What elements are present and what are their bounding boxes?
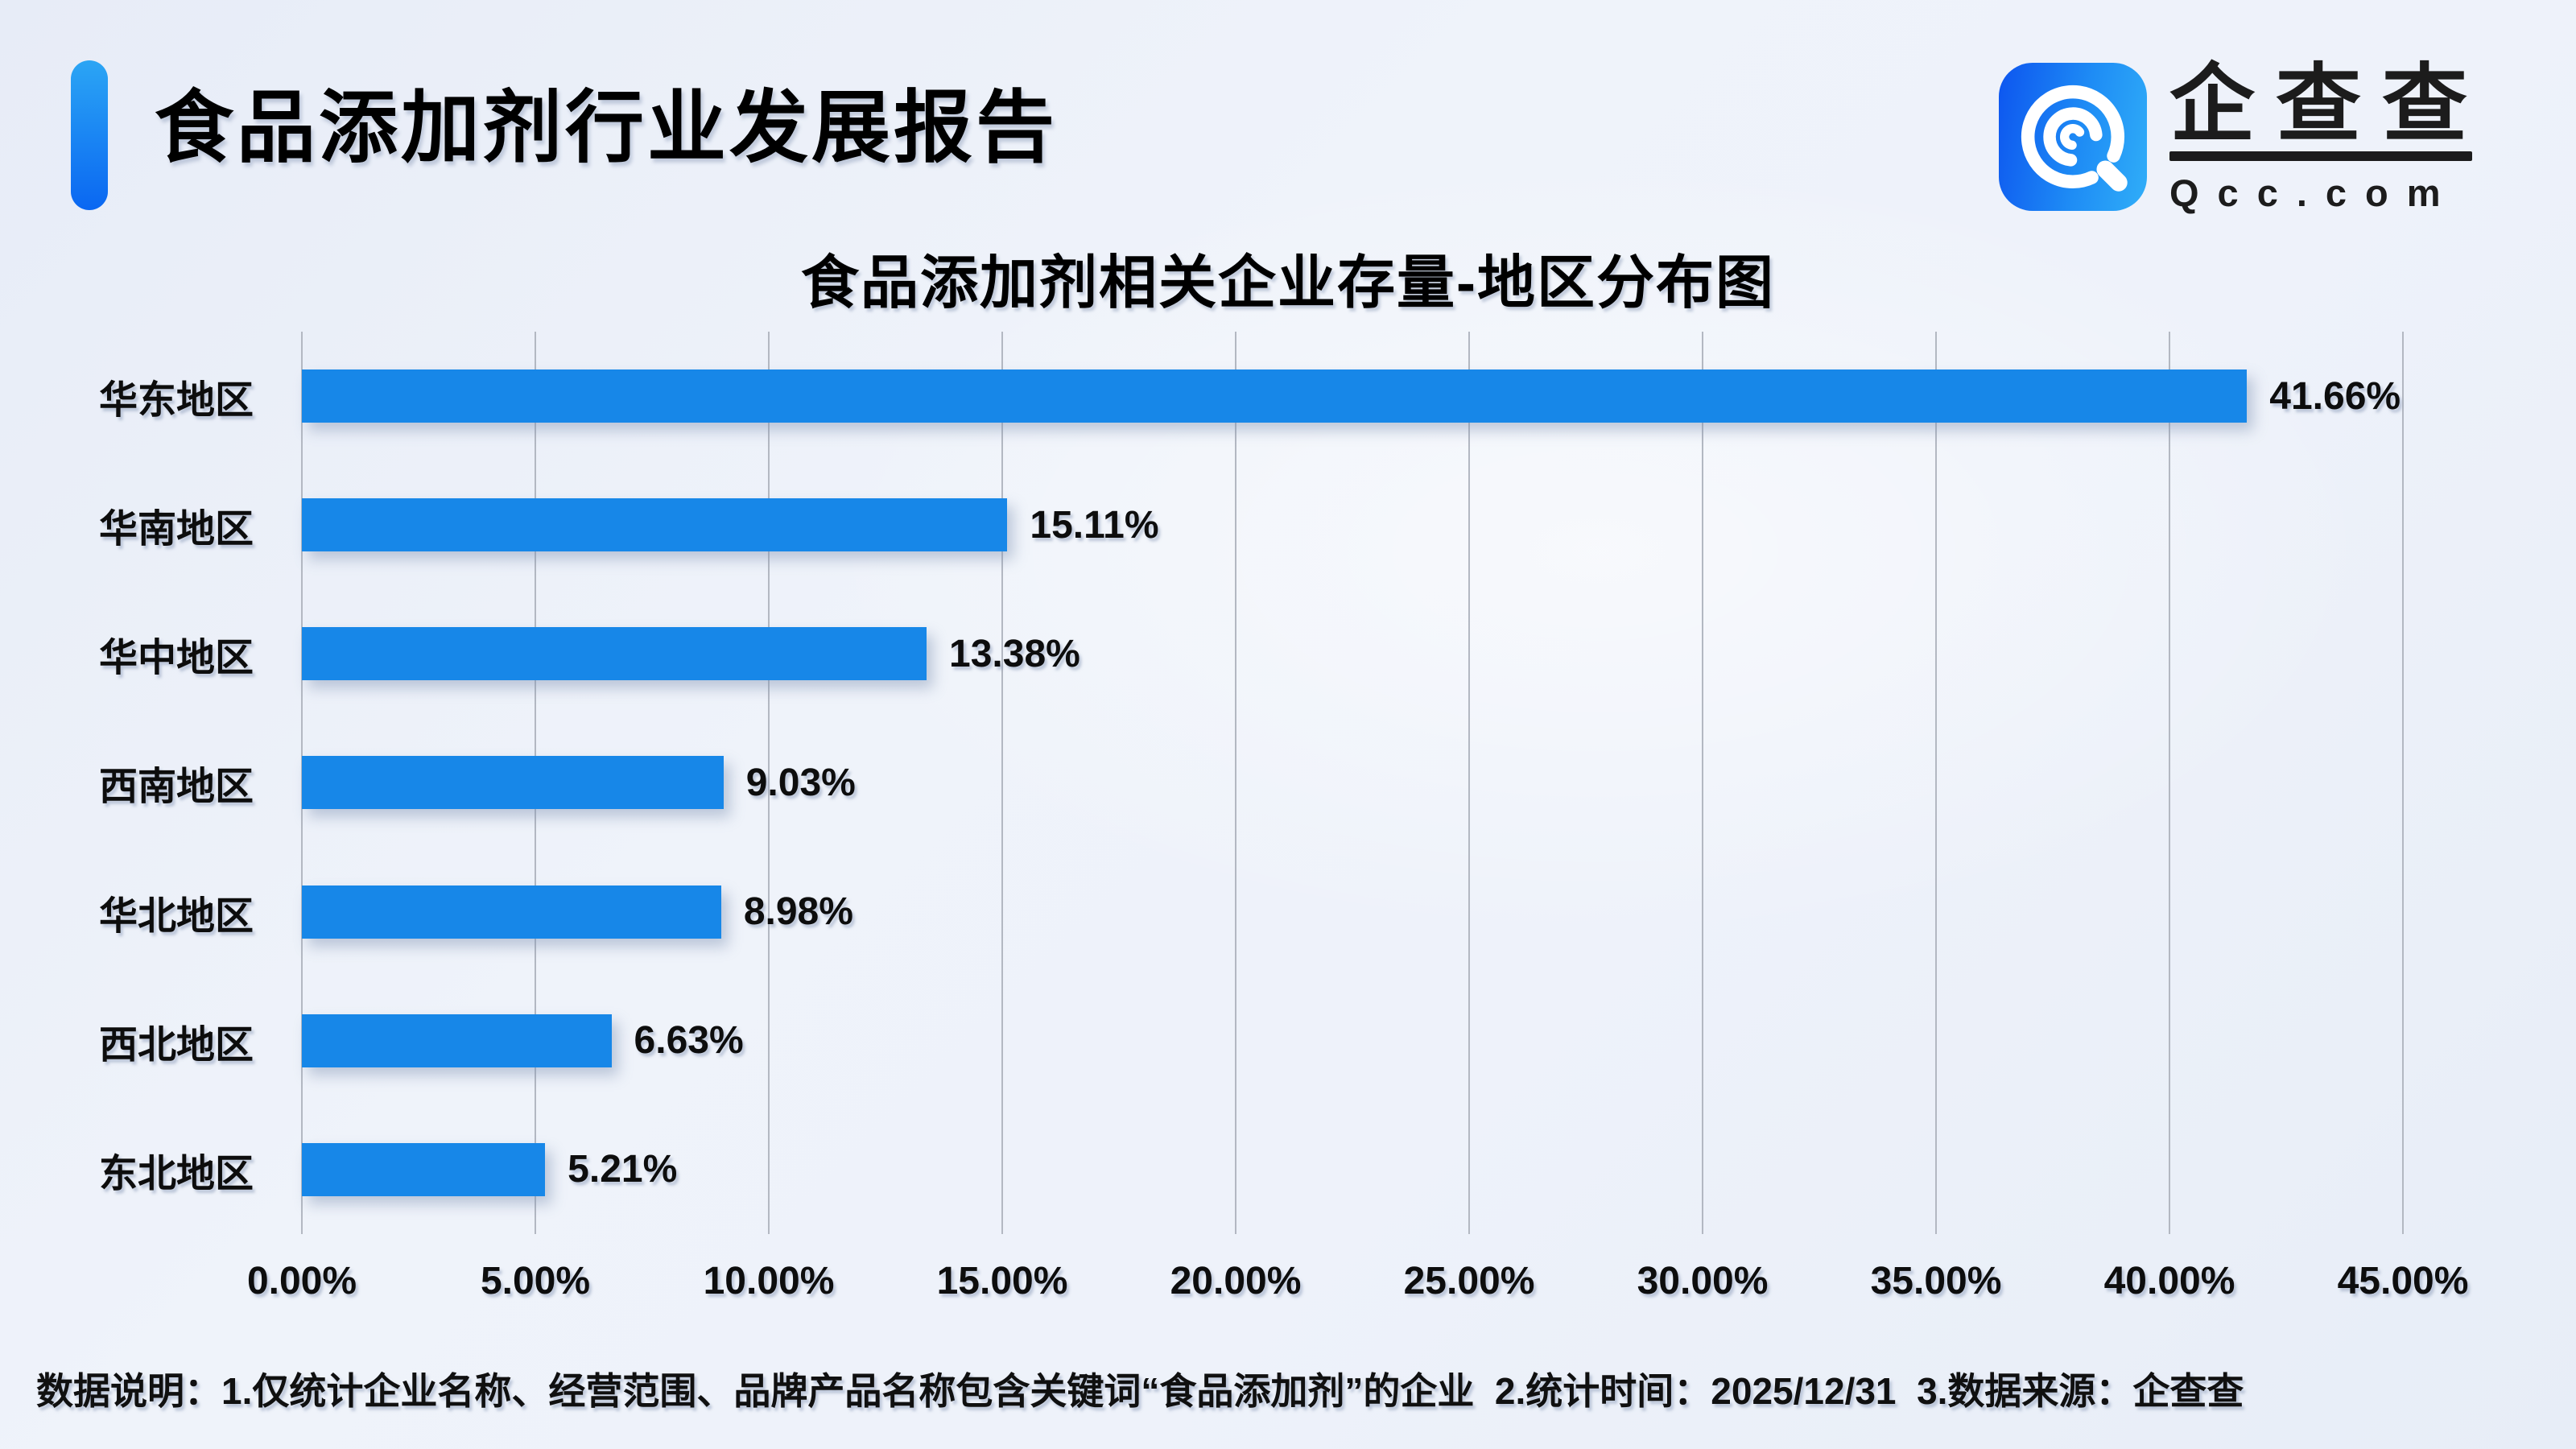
gridline: [768, 332, 770, 1234]
bar-row: 15.11%: [302, 460, 2403, 589]
qcc-logo-text: 企查查 Qcc.com: [2169, 57, 2488, 215]
report-title: 食品添加剂行业发展报告: [155, 83, 1059, 171]
gridline: [2169, 332, 2170, 1234]
value-label: 8.98%: [743, 890, 853, 934]
x-tick-label: 25.00%: [1403, 1260, 1535, 1302]
value-label: 15.11%: [1030, 503, 1159, 547]
bar: [302, 627, 927, 681]
bar-row: 5.21%: [302, 1105, 2403, 1234]
logo-brand-text: 企查查: [2169, 57, 2488, 152]
bar-row: 41.66%: [302, 332, 2403, 460]
x-tick-label: 20.00%: [1170, 1260, 1302, 1302]
category-label: 华东地区: [98, 379, 254, 423]
x-tick-label: 15.00%: [936, 1260, 1068, 1302]
bar-row: 6.63%: [302, 976, 2403, 1105]
bar-rows: 41.66% 15.11% 13.38% 9.03% 8.98% 6.63% 5.21%: [302, 332, 2403, 1234]
logo-domain-text: Qcc.com: [2169, 171, 2459, 214]
gridline: [1001, 332, 1003, 1234]
footnote: 数据说明：1.仅统计企业名称、经营范围、品牌产品名称包含关键词“食品添加剂”的企…: [36, 1370, 2244, 1412]
bar: [302, 1013, 612, 1067]
plot-area: 41.66% 15.11% 13.38% 9.03% 8.98% 6.63% 5.21%: [301, 332, 2404, 1234]
category-label: 西南地区: [98, 766, 254, 809]
title-accent-bar: [71, 60, 108, 210]
bar: [302, 1142, 546, 1196]
category-label: 西北地区: [98, 1023, 254, 1067]
qcc-logo: 企查查 Qcc.com: [1999, 57, 2488, 215]
gridline: [2402, 332, 2404, 1234]
category-label: 华中地区: [98, 637, 254, 680]
x-tick-label: 0.00%: [246, 1260, 357, 1302]
value-label: 13.38%: [949, 632, 1080, 675]
bar-row: 13.38%: [302, 589, 2403, 718]
gridline: [1235, 332, 1236, 1234]
bar: [302, 498, 1008, 552]
bar: [302, 756, 724, 810]
x-tick-label: 40.00%: [2103, 1260, 2235, 1302]
value-label: 5.21%: [568, 1148, 678, 1191]
bar: [302, 369, 2248, 423]
gridline: [1468, 332, 1470, 1234]
x-tick-label: 35.00%: [1870, 1260, 2002, 1302]
category-label: 东北地区: [98, 1152, 254, 1195]
category-axis: 华东地区华南地区华中地区西南地区华北地区西北地区东北地区: [0, 332, 278, 1234]
x-axis: 0.00% 5.00% 10.00% 15.00% 20.00% 25.00% 30.00%…: [247, 1259, 2468, 1315]
x-tick-label: 5.00%: [480, 1260, 591, 1302]
x-tick-label: 45.00%: [2337, 1260, 2469, 1302]
gridline: [1935, 332, 1937, 1234]
bar: [302, 885, 721, 939]
x-tick-label: 30.00%: [1637, 1260, 1769, 1302]
bar-row: 8.98%: [302, 848, 2403, 976]
gridline: [1702, 332, 1703, 1234]
category-label: 华北地区: [98, 894, 254, 938]
bar-row: 9.03%: [302, 718, 2403, 847]
qcc-magnifier-icon: [1999, 63, 2147, 211]
value-label: 9.03%: [745, 761, 856, 804]
chart-title: 食品添加剂相关企业存量-地区分布图: [801, 251, 1775, 316]
category-label: 华南地区: [98, 508, 254, 551]
value-label: 6.63%: [634, 1019, 744, 1063]
logo-underline: [2169, 151, 2472, 161]
value-label: 41.66%: [2269, 374, 2401, 418]
x-tick-label: 10.00%: [703, 1260, 835, 1302]
